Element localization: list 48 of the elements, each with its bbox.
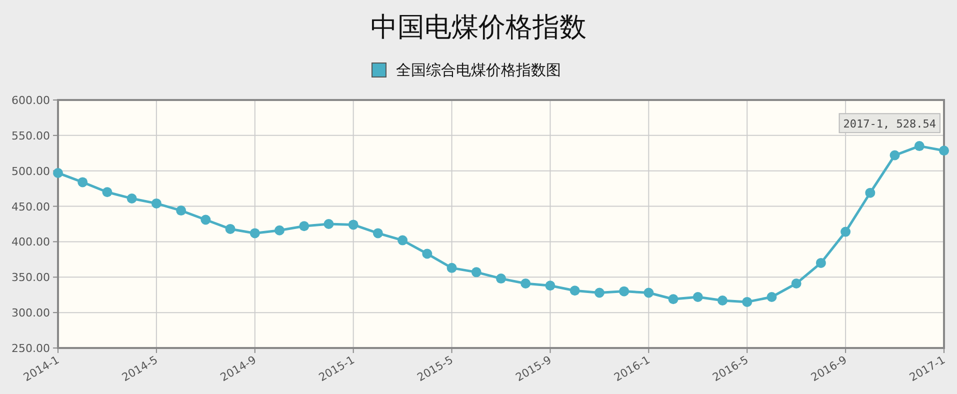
point [151,198,162,208]
annotation: 2017-1, 528.54 [843,118,936,131]
point [742,296,752,307]
point [398,235,408,246]
point [471,267,482,278]
chart-title: 中国电煤价格指数 [370,12,586,43]
point [126,193,137,204]
y-tick-label: 600.00 [12,94,50,107]
point [816,258,826,268]
point [274,225,284,236]
y-tick-label: 400.00 [12,236,50,249]
point [668,294,678,304]
point [520,278,531,289]
point [692,292,703,302]
point [840,226,851,237]
point [78,177,88,188]
point [619,286,630,296]
y-tick-label: 500.00 [12,164,50,178]
point [53,168,63,178]
point [299,221,310,232]
point [422,248,432,259]
point [791,278,802,289]
y-tick-label: 550.00 [12,129,50,142]
point [250,228,260,238]
point [372,228,383,238]
point [348,220,358,230]
point [890,150,900,160]
point [939,146,949,156]
point [200,214,211,225]
point [570,286,580,296]
point [914,141,924,152]
point [718,296,728,306]
legend-label: 全国综合电煤价格指数图 [396,61,561,79]
point [594,288,604,298]
y-tick-label: 450.00 [12,200,50,214]
point [766,292,777,302]
y-tick-label: 350.00 [12,271,50,284]
point [545,280,556,291]
point [496,274,506,284]
point [225,224,236,234]
y-tick-label: 300.00 [12,306,50,320]
point [644,288,654,298]
point [865,188,876,198]
point [176,206,186,216]
point [324,219,334,229]
y-tick-label: 250.00 [12,342,50,355]
point [446,262,457,273]
point [102,187,112,198]
